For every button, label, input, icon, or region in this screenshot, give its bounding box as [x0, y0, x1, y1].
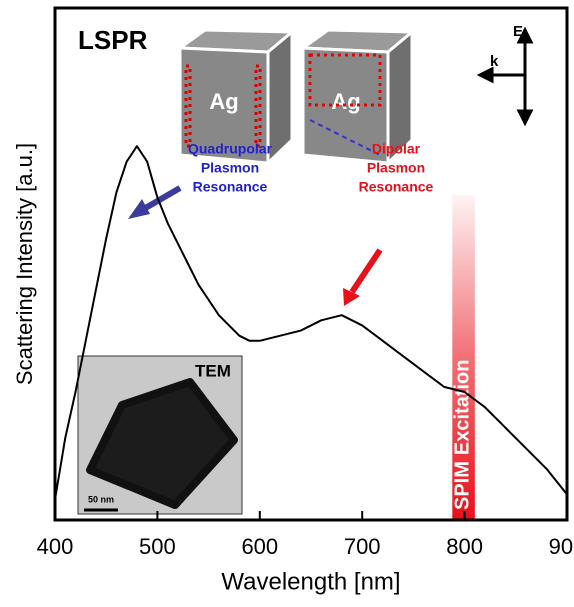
annotation: Plasmon [367, 160, 425, 176]
arrow [140, 185, 182, 213]
chart-title: LSPR [78, 25, 148, 55]
inset-label: TEM [195, 361, 231, 380]
arrow [349, 248, 383, 294]
cube-label: Ag [331, 89, 360, 114]
plot-frame [53, 6, 569, 522]
excitation-band [452, 195, 475, 520]
cube-dipolar: Ag [298, 28, 417, 167]
x-tick-label: 500 [139, 534, 176, 559]
annotation: Resonance [359, 179, 434, 195]
cube-quadrupolar: Ag [175, 28, 297, 167]
tem-inset: TEM 50 nm [77, 355, 243, 515]
scale-bar-label: 50 nm [88, 494, 114, 504]
x-tick-label: 400 [37, 534, 74, 559]
arrow-head [128, 199, 150, 219]
y-axis-label: Scattering Intensity [a.u.] [12, 143, 37, 385]
x-tick-label: 800 [446, 534, 483, 559]
band-label-word: SPIM [452, 461, 474, 510]
x-tick-label: 900 [549, 534, 574, 559]
wavevector-label: k [490, 53, 499, 70]
field-label: E [513, 23, 523, 40]
x-tick-label: 700 [344, 534, 381, 559]
band-label-word: Excitation [452, 360, 474, 456]
annotation: Resonance [193, 179, 268, 195]
arrow-head [343, 288, 360, 306]
annotation: Plasmon [201, 160, 259, 176]
annotation: Dipolar [372, 141, 421, 157]
band-label: SPIM Excitation [452, 360, 474, 510]
field-arrows [476, 26, 534, 127]
cube-label: Ag [209, 89, 238, 114]
x-tick-label: 600 [241, 534, 278, 559]
x-axis-label: Wavelength [nm] [221, 568, 400, 595]
annotation: Quadrupolar [188, 141, 273, 157]
spectrum-line [54, 145, 568, 500]
